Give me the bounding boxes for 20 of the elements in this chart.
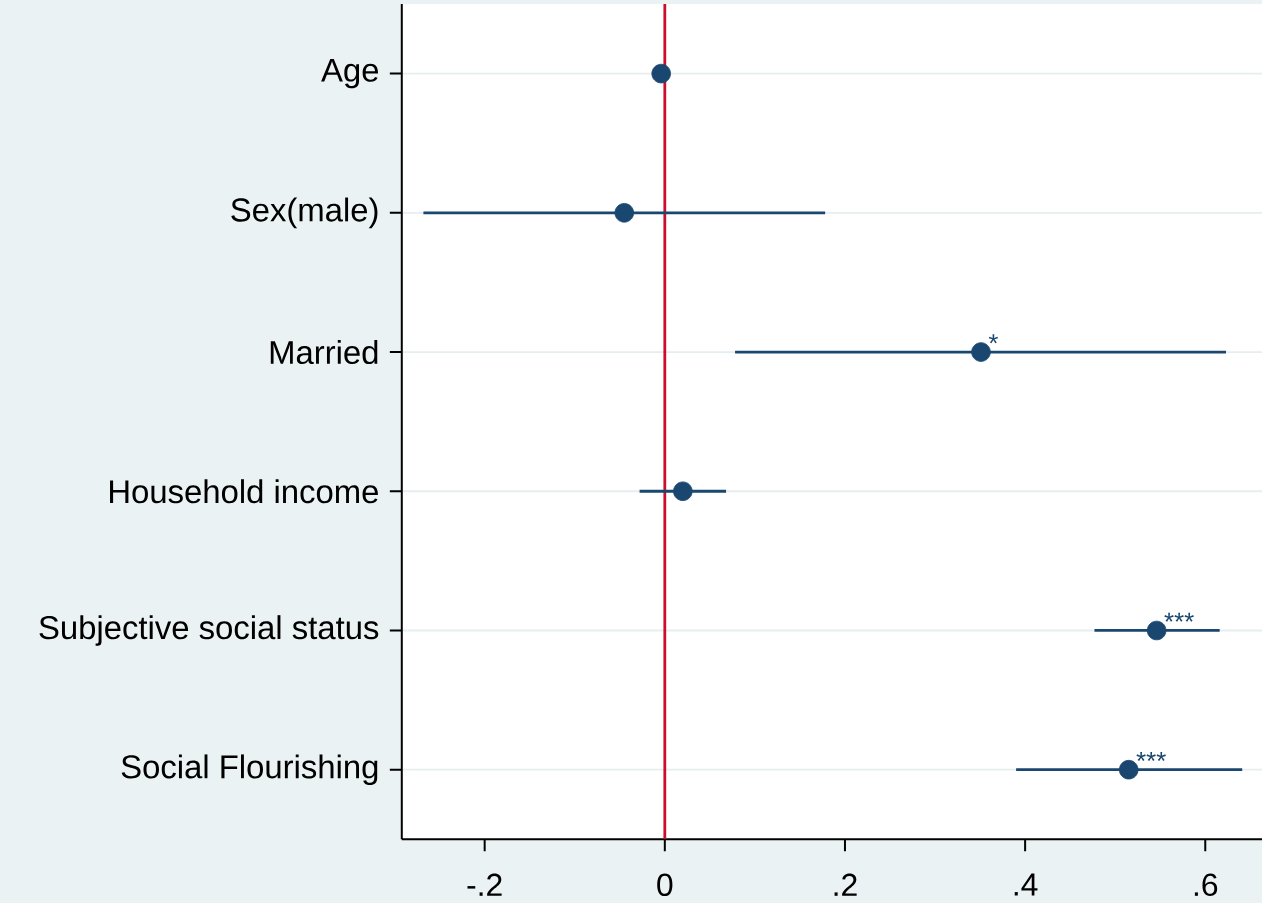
annotation: *** (1136, 751, 1166, 761)
y-tick-label: Married (270, 339, 378, 365)
x-tick-label: 0 (657, 873, 673, 897)
point (614, 203, 635, 223)
y-tick-label: Household income (110, 479, 378, 504)
y-tick-label: Age (321, 58, 379, 89)
y-tick-label: Social Flourishing (121, 754, 378, 785)
x-tick-label: .2 (834, 873, 857, 896)
point (971, 342, 991, 362)
point (673, 481, 693, 501)
y-tick-label: Sex(male) (231, 197, 378, 229)
point (651, 63, 671, 84)
annotation: * (988, 334, 999, 344)
x-tick-label: .6 (1194, 873, 1218, 897)
x-tick-label: -.2 (467, 873, 502, 896)
point (1146, 620, 1167, 641)
x-tick-label: .4 (1014, 873, 1038, 896)
point (1118, 759, 1139, 780)
y-tick-label: Subjective social status (39, 615, 379, 646)
annotation: *** (1164, 612, 1194, 622)
